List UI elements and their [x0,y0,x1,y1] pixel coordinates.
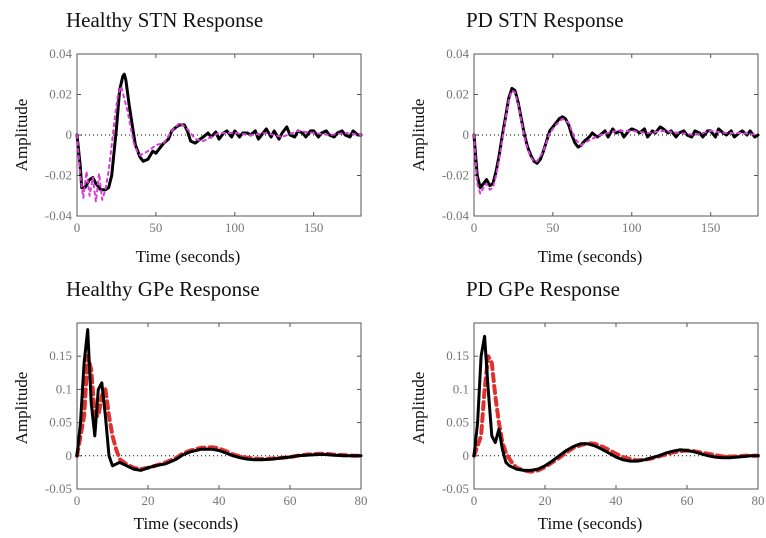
x-tick-label: 100 [622,220,642,235]
y-tick-label: 0.15 [49,348,72,363]
y-axis-label: Amplitude [409,372,428,445]
y-tick-label: 0 [463,127,470,142]
x-tick-label: 100 [225,220,245,235]
y-tick-label: 0.1 [453,381,469,396]
x-tick-label: 20 [142,493,155,508]
x-tick-label: 50 [546,220,559,235]
y-tick-label: 0 [66,448,73,463]
dashed-series-line [473,89,759,195]
y-tick-label: -0.04 [442,208,470,223]
y-tick-label: -0.05 [45,481,72,496]
plot-frame [473,322,759,490]
x-tick-label: 60 [681,493,694,508]
y-tick-label: 0.04 [49,46,72,61]
series-group [75,328,363,472]
tick-group: 0 50 100 150 -0.04 -0.02 0 0.02 0.04 [442,46,758,235]
x-tick-label: 0 [74,220,81,235]
x-tick-label: 0 [471,220,478,235]
dashed-series-line [76,85,362,203]
plot-frame [76,322,362,490]
tick-group: 0 50 100 150 -0.04 -0.02 0 0.02 0.04 [45,46,361,235]
x-tick-label: 80 [355,493,368,508]
x-axis-label: Time (seconds) [538,514,643,533]
y-tick-label: 0.02 [49,87,72,102]
x-tick-label: 0 [471,493,478,508]
y-tick-label: 0 [66,127,73,142]
panel-title: PD GPe Response [466,277,620,301]
panel-pd-stn: PD STN Response 0 50 100 150 -0.04 -0.02 0 0.02… [409,8,760,266]
series-group [472,334,760,474]
x-tick-label: 150 [701,220,721,235]
panel-title: Healthy GPe Response [66,277,260,301]
panel-title: PD STN Response [466,8,624,32]
x-axis-label: Time (seconds) [538,247,643,266]
x-axis-label: Time (seconds) [136,247,241,266]
solid-series-line [75,72,363,192]
x-axis-label: Time (seconds) [134,514,239,533]
y-tick-label: 0 [463,448,470,463]
solid-series-line [75,328,363,472]
x-tick-label: 50 [149,220,162,235]
y-tick-label: 0.1 [56,381,72,396]
y-tick-label: 0.15 [446,348,469,363]
y-tick-label: 0.02 [446,87,469,102]
y-tick-label: 0.04 [446,46,469,61]
y-tick-label: -0.05 [442,481,469,496]
x-tick-label: 20 [539,493,552,508]
panel-pd-gpe: PD GPe Response 0 20 40 60 80-0.0500.050.10.… [409,277,765,533]
y-tick-label: -0.02 [442,168,469,183]
y-tick-label: -0.02 [45,168,72,183]
panel-title: Healthy STN Response [66,8,263,32]
solid-series-line [472,334,760,472]
x-tick-label: 40 [610,493,623,508]
panel-healthy-stn: Healthy STN Response 0 50 100 150 -0.04 -0.02… [12,8,363,266]
y-tick-label: 0.05 [49,415,72,430]
y-axis-label: Amplitude [12,372,31,445]
y-axis-label: Amplitude [12,99,31,172]
x-tick-label: 80 [752,493,765,508]
x-tick-label: 150 [304,220,324,235]
x-tick-label: 0 [74,493,81,508]
y-tick-label: 0.05 [446,415,469,430]
y-axis-label: Amplitude [409,99,428,172]
dashed-series-line [472,354,760,474]
x-tick-label: 40 [213,493,226,508]
panel-healthy-gpe: Healthy GPe Response 0 20 40 60 80-0.0500.05… [12,277,368,533]
series-group [472,86,760,195]
series-group [75,72,363,203]
x-tick-label: 60 [284,493,297,508]
y-tick-label: -0.04 [45,208,73,223]
